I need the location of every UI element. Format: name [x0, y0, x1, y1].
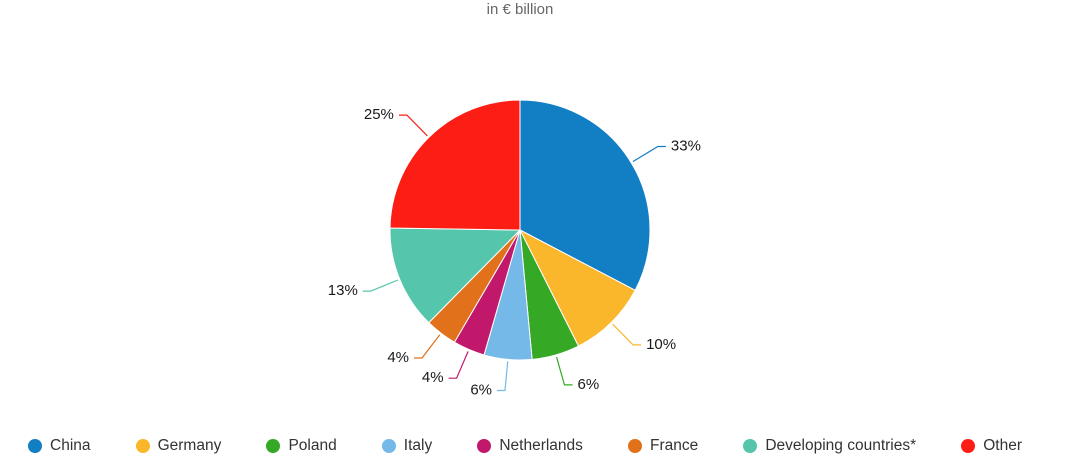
legend-label-developing-countries: Developing countries*	[765, 437, 917, 454]
legend-label-poland: Poland	[288, 437, 337, 454]
legend-item-china[interactable]: China	[28, 437, 91, 455]
legend-item-poland[interactable]: Poland	[266, 437, 337, 455]
legend: China Germany Poland Italy Netherlands France…	[28, 437, 1022, 455]
pie-slice-other[interactable]	[389, 99, 521, 231]
legend-item-italy[interactable]: Italy	[381, 437, 433, 455]
slice-label-france: 4%	[387, 349, 409, 366]
slice-label-developing-countries: 13%	[328, 282, 358, 299]
slice-label-other: 25%	[364, 106, 394, 123]
slice-connector-poland	[555, 356, 573, 386]
legend-marker-poland	[266, 439, 281, 453]
legend-label-netherlands: Netherlands	[499, 437, 583, 454]
pie-slice-germany[interactable]	[518, 228, 636, 347]
chart-subtitle: in € billion	[486, 1, 554, 18]
slice-label-china: 33%	[671, 137, 701, 154]
slice-connector-china	[632, 145, 666, 163]
legend-label-germany: Germany	[157, 437, 222, 454]
legend-marker-netherlands	[477, 439, 492, 453]
legend-item-netherlands[interactable]: Netherlands	[477, 437, 583, 455]
legend-item-germany[interactable]: Germany	[135, 437, 222, 455]
pie-slice-china[interactable]	[519, 99, 651, 291]
slice-connector-netherlands	[448, 351, 469, 379]
legend-label-other: Other	[983, 437, 1022, 454]
slice-label-poland: 6%	[578, 376, 600, 393]
legend-marker-china	[28, 439, 42, 453]
slice-connector-france	[414, 334, 441, 359]
legend-marker-developing-countries	[743, 439, 758, 453]
legend-marker-other	[961, 439, 976, 453]
slice-connector-other	[398, 114, 428, 137]
slice-connector-developing-countries	[362, 279, 399, 292]
legend-label-italy: Italy	[403, 437, 433, 454]
pie-slice-developing-countries[interactable]	[389, 227, 522, 324]
slice-label-germany: 10%	[646, 336, 676, 353]
slice-label-netherlands: 4%	[422, 369, 444, 386]
slice-connector-germany	[612, 323, 642, 346]
legend-item-developing-countries[interactable]: Developing countries*	[743, 437, 916, 455]
legend-marker-italy	[381, 439, 396, 453]
legend-marker-germany	[135, 439, 150, 453]
legend-item-other[interactable]: Other	[961, 437, 1022, 455]
slice-label-italy: 6%	[470, 381, 492, 398]
slice-connector-italy	[497, 361, 509, 392]
legend-label-china: China	[50, 437, 91, 454]
legend-item-france[interactable]: France	[628, 437, 698, 455]
legend-marker-france	[628, 439, 642, 453]
legend-label-france: France	[650, 437, 699, 454]
